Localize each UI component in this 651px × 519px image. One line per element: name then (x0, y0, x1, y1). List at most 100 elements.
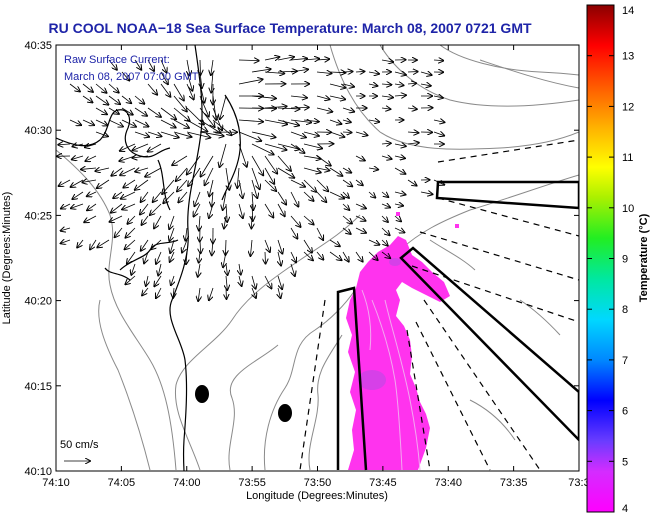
current-vector (121, 107, 133, 115)
current-vector (303, 131, 319, 136)
current-vector (142, 215, 149, 225)
current-vector (223, 251, 226, 267)
current-vector (61, 203, 71, 209)
current-vector (264, 203, 273, 217)
current-vector (82, 180, 97, 182)
current-vector (123, 179, 136, 188)
current-vector (407, 132, 418, 133)
current-vector (199, 131, 224, 136)
current-vector (200, 71, 202, 88)
current-vector (381, 96, 393, 98)
current-vector (264, 155, 277, 174)
current-vector (108, 95, 120, 104)
current-vector (316, 107, 332, 112)
current-vector (147, 131, 161, 136)
current-vector (213, 95, 216, 120)
bathymetry-contours (56, 45, 579, 471)
current-vector (252, 275, 256, 289)
current-vector (186, 71, 192, 91)
current-vector (342, 132, 351, 133)
current-vector (368, 72, 379, 74)
current-vector (303, 156, 321, 159)
current-vector (127, 215, 136, 224)
coastline (56, 45, 241, 471)
current-vector (186, 131, 210, 138)
current-vector (264, 72, 284, 73)
current-vector (342, 108, 354, 112)
current-vector (342, 215, 352, 223)
current-vector (133, 143, 149, 150)
current-vector (205, 167, 214, 185)
y-tick-label: 40:10 (24, 466, 52, 478)
current-vector (84, 215, 97, 222)
y-tick-label: 40:25 (24, 210, 52, 222)
current-vector (151, 239, 162, 249)
current-vector (277, 143, 299, 149)
current-vector (134, 59, 141, 70)
current-vector (290, 58, 307, 60)
current-vector (368, 84, 377, 86)
current-vector (150, 203, 162, 215)
current-vector (394, 215, 401, 221)
current-vector (316, 96, 329, 99)
current-vector (212, 239, 213, 255)
map-title: RU COOL NOAA−18 Sea Surface Temperature:… (48, 20, 532, 36)
current-vector (342, 120, 351, 122)
x-tick-label: 73:40 (434, 477, 462, 489)
current-vector (277, 167, 294, 178)
current-vector (162, 179, 175, 194)
current-vector (381, 204, 390, 207)
current-vector (119, 155, 136, 161)
x-tick-label: 74:05 (108, 477, 136, 489)
legend-line-2: March 08, 2007 07:00 GMT (64, 71, 199, 83)
legend-line-1: Raw Surface Current: (64, 54, 170, 66)
current-vector (198, 263, 200, 277)
current-vector (185, 227, 187, 241)
current-vector (199, 107, 215, 127)
current-vector (95, 83, 106, 93)
current-vector (160, 119, 176, 127)
current-vector (316, 227, 323, 240)
current-vector (368, 168, 378, 170)
current-vector (342, 203, 349, 210)
current-vector (90, 239, 97, 249)
x-tick-label: 74:00 (173, 477, 201, 489)
current-vector (121, 95, 131, 103)
current-vector (368, 191, 375, 198)
current-vector (303, 251, 313, 260)
current-vector (277, 239, 282, 254)
current-vector (394, 95, 406, 96)
current-vector (381, 239, 388, 246)
y-tick-label: 40:30 (24, 125, 52, 137)
current-vector (212, 191, 213, 207)
current-vector (199, 251, 200, 263)
current-vector (355, 132, 367, 135)
current-vector (329, 251, 342, 260)
current-vector (277, 108, 300, 109)
current-vector (87, 203, 97, 210)
current-vector (61, 240, 71, 243)
current-vector (170, 251, 174, 262)
current-vector (407, 143, 419, 144)
current-vector (277, 155, 291, 171)
current-vector (291, 263, 295, 276)
current-vector (303, 120, 319, 122)
current-vector (81, 168, 97, 169)
current-vector (342, 227, 351, 234)
current-vector (251, 179, 257, 198)
current-vector (355, 251, 363, 262)
current-vector (69, 119, 81, 125)
current-vector (211, 71, 213, 93)
current-vector (85, 155, 97, 161)
current-vector (186, 251, 187, 264)
current-vector (264, 119, 287, 124)
current-vector (72, 191, 84, 199)
current-vector (329, 167, 342, 176)
x-tick-label: 73:55 (238, 477, 266, 489)
current-vector (237, 167, 239, 188)
current-vector (147, 59, 154, 71)
current-vector (303, 191, 314, 201)
current-vector (77, 239, 84, 247)
current-vector (87, 192, 97, 196)
current-vector (264, 179, 276, 191)
